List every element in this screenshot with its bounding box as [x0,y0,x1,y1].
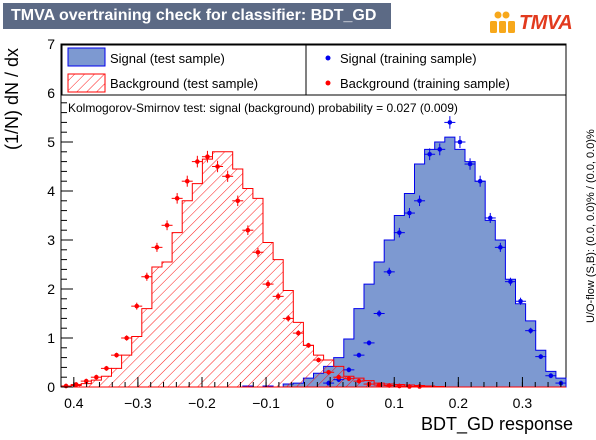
background-train-point [235,198,241,204]
background-train-point [255,249,261,255]
background-train-point [134,303,140,309]
signal-train-point [346,367,352,373]
x-tick-label: 0.2 [449,395,469,411]
y-tick-label: 3 [47,232,55,248]
x-axis-title: BDT_GD response [421,414,574,434]
background-train-point [225,174,230,179]
background-train-point [336,374,342,380]
background-train-point [407,384,412,389]
background-train-point [346,376,352,381]
signal-train-point [386,269,392,275]
signal-train-point [487,215,493,221]
signal-train-point [508,279,513,284]
background-train-point [195,159,200,164]
y-axis-title: (1/N) dN / dx [2,47,22,150]
background-train-point [83,378,89,384]
y-tick-label: 4 [47,183,55,199]
legend-signal-train-label: Signal (training sample) [340,51,477,66]
background-train-point [215,164,220,169]
background-train-point [285,316,291,321]
legend-box-train [305,44,567,96]
background-test-histogram [60,151,566,388]
background-train-point [326,370,331,375]
background-train-point [154,245,160,250]
x-tick-label: 0.3 [513,395,533,411]
legend-background-test-swatch [67,73,106,93]
x-tick-label: −0.3 [124,395,152,411]
legend-signal-train-marker [325,55,331,61]
y-tick-label: 5 [47,134,55,150]
legend-signal-test-swatch [67,47,106,67]
signal-train-point [538,354,544,359]
y-tick-label: 7 [47,36,55,52]
signal-train-point [528,328,533,333]
signal-train-point [447,120,453,125]
background-train-point [63,383,69,389]
y-tick-label: 0 [47,379,55,395]
background-train-point [356,378,362,384]
background-train-point [184,178,190,184]
background-train-point [205,154,210,159]
background-train-point [386,383,392,388]
signal-train-point [417,198,422,204]
ks-test-text: Kolmogorov-Smirnov test: signal (backgro… [68,101,458,115]
y-tick-label: 1 [47,330,55,346]
x-tick-label: 0.4 [64,395,84,411]
background-train-point [124,335,129,341]
background-train-point [104,366,109,371]
background-train-point [275,294,281,299]
legend-background-train-marker [325,80,331,86]
background-train-point [114,352,119,358]
signal-train-point [356,352,362,358]
background-train-point [245,227,251,233]
x-tick-label: −0.2 [188,395,216,411]
signal-train-point [457,139,463,145]
signal-train-point [437,147,443,152]
legend-signal-test-label: Signal (test sample) [110,51,225,66]
signal-train-point [407,210,412,216]
y-tick-label: 2 [47,281,55,297]
background-train-point [94,374,99,380]
background-train-point [316,357,321,363]
legend-background-test-label: Background (test sample) [110,76,259,91]
signal-train-point [518,298,523,304]
signal-train-point [467,161,473,167]
x-tick-label: 0 [326,395,334,411]
background-train-point [73,382,79,387]
legend-background-train-label: Background (training sample) [340,76,510,91]
tmva-logo-icon [490,11,515,33]
overflow-text: U/O-flow (S,B): (0.0, 0.0)% / (0.0, 0.0)… [585,129,596,323]
background-train-point [306,343,311,348]
background-train-point [376,382,382,388]
x-tick-label: −0.1 [252,395,280,411]
logo-text: TMVA [519,12,573,34]
background-train-point [174,196,180,201]
background-train-point [397,383,402,389]
background-train-point [296,330,301,336]
signal-train-point [477,178,483,184]
signal-train-point [376,311,382,316]
background-train-point [144,274,150,280]
background-train-point [164,223,170,228]
chart-title: TMVA overtraining check for classifier: … [3,3,391,29]
signal-train-point [397,230,402,235]
signal-train-point [427,151,432,157]
background-train-point [265,281,271,287]
signal-train-point [366,340,372,346]
signal-train-point [548,373,554,379]
y-tick-label: 6 [47,85,55,101]
x-tick-label: 0.1 [385,395,405,411]
signal-train-point [498,245,503,250]
